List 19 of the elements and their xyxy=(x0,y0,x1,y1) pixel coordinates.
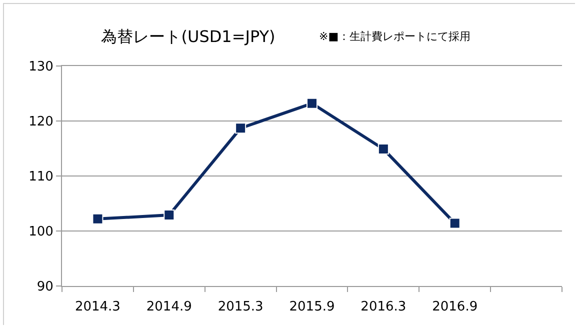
x-tick-label: 2016.9 xyxy=(432,300,478,315)
x-tick-label: 2015.9 xyxy=(289,300,335,315)
y-tick-label: 110 xyxy=(28,170,54,185)
y-tick-label: 100 xyxy=(28,224,54,240)
y-tick-label: 120 xyxy=(28,114,54,130)
x-tick-label: 2015.3 xyxy=(218,300,264,315)
x-tick-label: 2014.9 xyxy=(146,300,192,315)
point xyxy=(164,210,175,221)
y-tick-label: 90 xyxy=(36,280,54,295)
text: ※■：生計費レポートにて採用 xyxy=(319,30,471,43)
point xyxy=(235,122,246,134)
x-tick-label: 2016.3 xyxy=(360,300,406,315)
point xyxy=(449,218,460,229)
point xyxy=(306,98,318,109)
y-tick-label: 130 xyxy=(28,60,54,75)
x-tick-label: 2014.3 xyxy=(74,300,120,315)
point xyxy=(378,144,389,155)
chart-title: 為替レート(USD1=JPY) xyxy=(101,26,276,46)
point xyxy=(92,213,104,224)
